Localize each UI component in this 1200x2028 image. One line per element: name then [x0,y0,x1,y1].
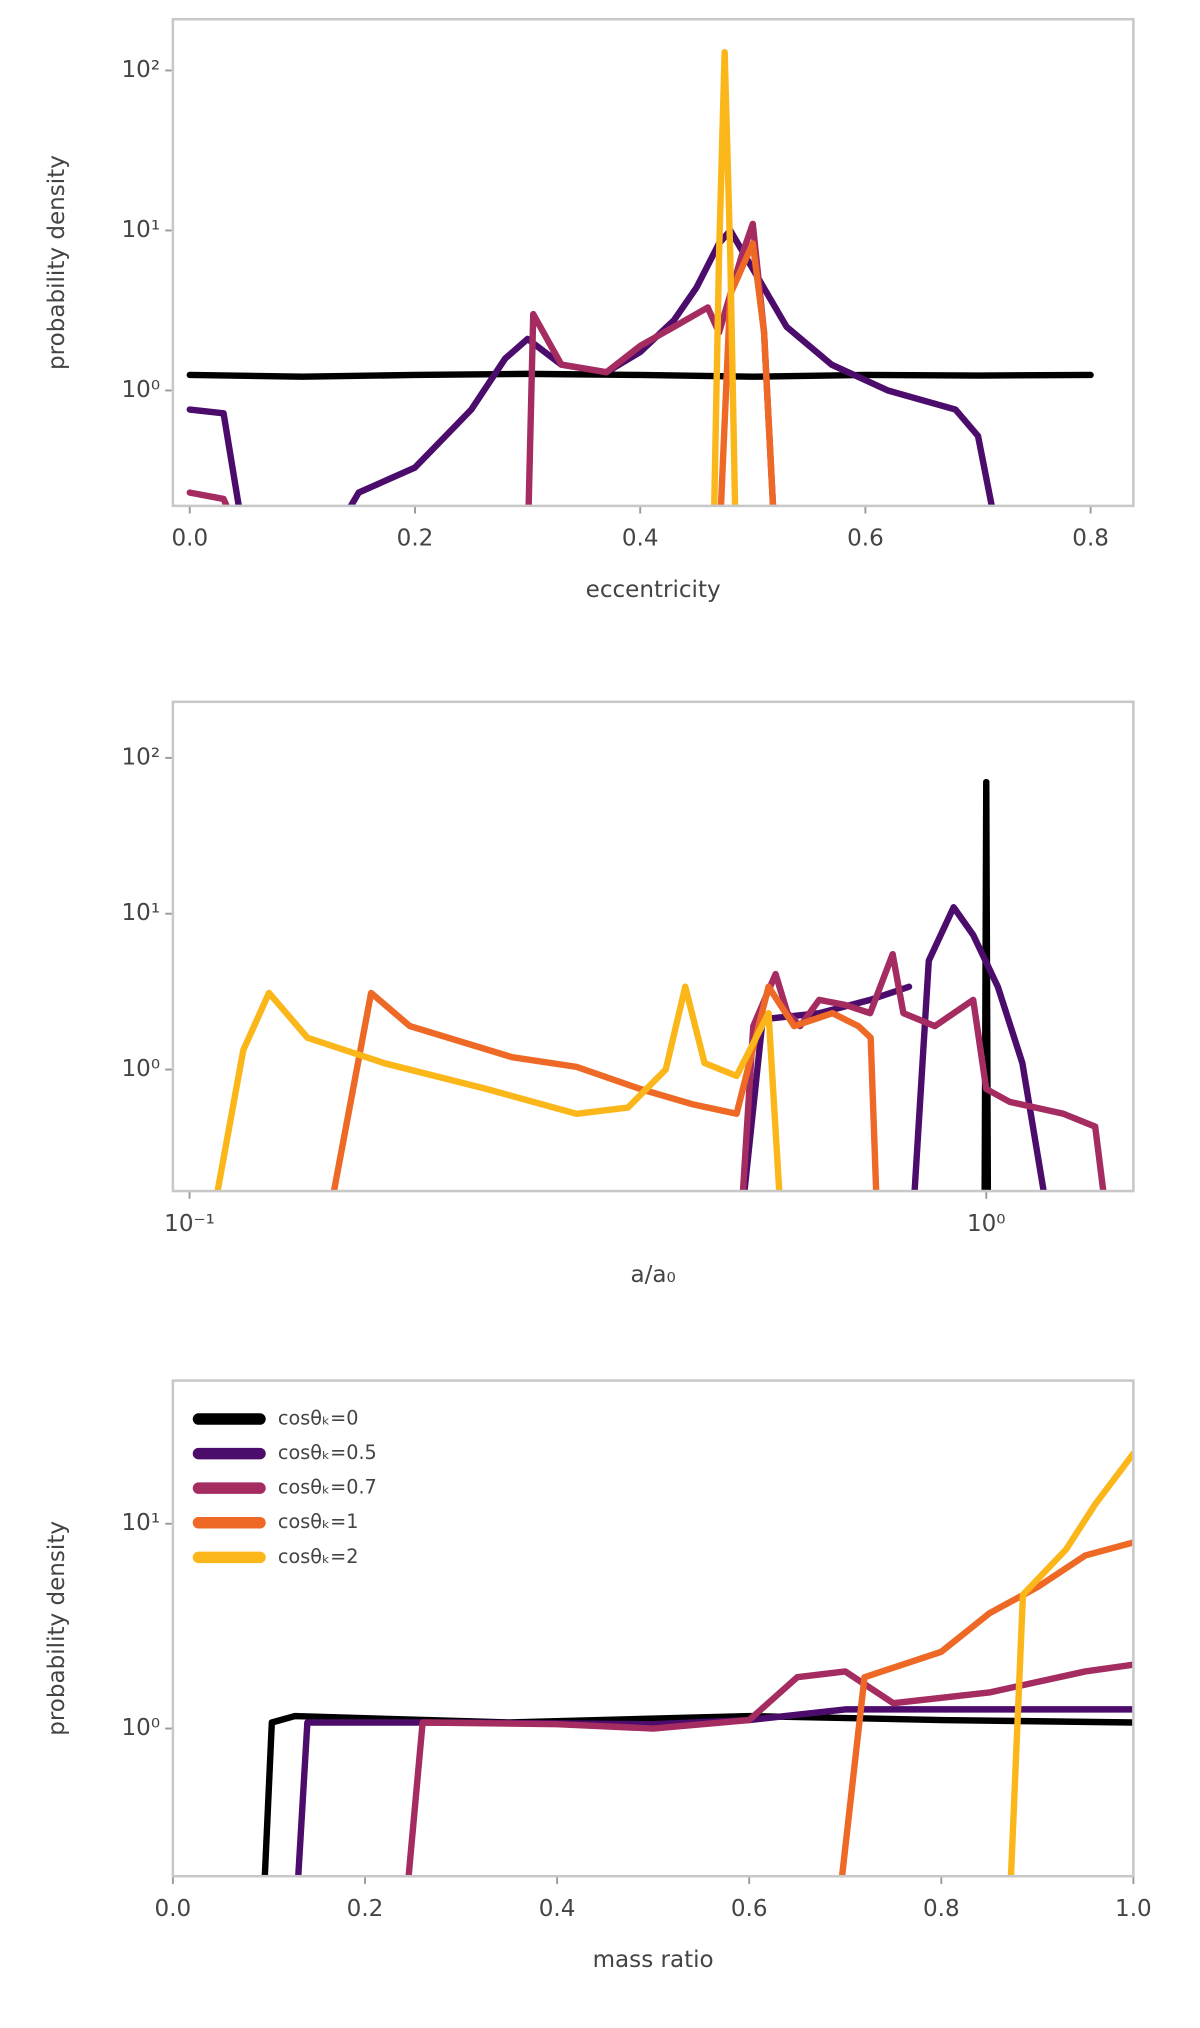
plot-area [186,49,1094,506]
axes-frame [171,700,1135,1193]
y-tick-label: 10¹ [122,900,161,926]
x-tick-label: 0.4 [622,526,659,552]
legend-label: cosθₖ=0.5 [278,1441,377,1464]
x-axis-label: a/a₀ [631,1262,676,1288]
x-tick-label: 10⁰ [967,1211,1006,1237]
series-line [717,240,777,506]
x-axis-label: eccentricity [586,577,721,603]
y-tick-label: 10² [122,744,161,770]
x-tick-label: 0.4 [539,1896,576,1922]
series-line [186,370,1094,380]
y-tick-label: 10² [122,57,161,83]
plot-area [214,778,1107,1192]
series-line [261,1712,1134,1877]
x-axis-label: mass ratio [593,1947,714,1973]
x-tick-label: 0.0 [171,526,208,552]
x-tick-label: 0.2 [397,526,434,552]
series-line [711,49,739,506]
series-line [981,778,992,1192]
legend-label: cosθₖ=1 [278,1510,359,1533]
y-tick-label: 10⁰ [122,377,161,403]
x-tick-label: 0.6 [731,1896,768,1922]
x-tick-label: 0.8 [1072,526,1109,552]
y-axis-label: probability density [44,155,70,370]
series-line [186,227,996,506]
series-line [741,904,1047,1192]
x-tick-label: 0.6 [847,526,884,552]
legend-label: cosθₖ=0.7 [278,1476,377,1499]
axes-frame [171,1379,1135,1878]
series-line [838,1539,1134,1877]
series-line [214,983,783,1192]
y-tick-label: 10⁰ [122,1056,161,1082]
x-tick-label: 0.8 [923,1896,960,1922]
plot-area [261,1450,1134,1877]
x-tick-label: 10⁻¹ [164,1211,215,1237]
y-tick-label: 10¹ [122,1510,161,1536]
series-line [330,983,880,1192]
y-tick-label: 10⁰ [122,1715,161,1741]
x-tick-label: 1.0 [1115,1896,1152,1922]
series-line [739,950,1107,1192]
axes-frame [171,17,1135,508]
series-line [1007,1450,1134,1877]
legend-label: cosθₖ=0 [278,1407,359,1430]
y-tick-label: 10¹ [122,217,161,243]
series-line [405,1661,1134,1877]
x-tick-label: 0.0 [155,1896,192,1922]
x-tick-label: 0.2 [347,1896,384,1922]
legend-label: cosθₖ=2 [278,1545,359,1568]
y-axis-label: probability density [44,1521,70,1736]
